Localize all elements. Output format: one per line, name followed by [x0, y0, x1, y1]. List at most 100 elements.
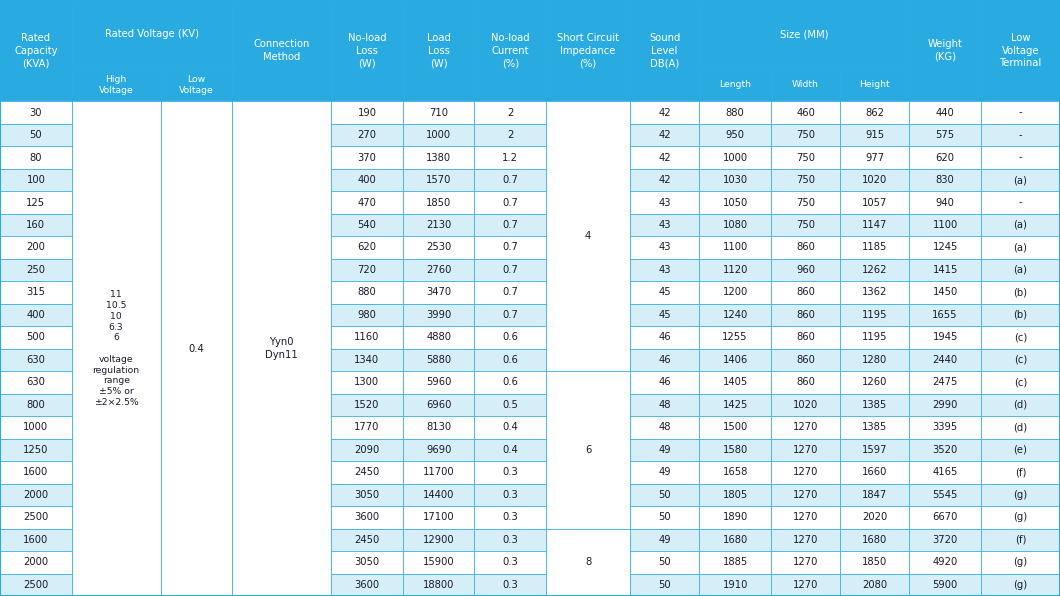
Text: 50: 50: [658, 513, 671, 522]
Bar: [700, 483, 771, 506]
Bar: [161, 483, 232, 506]
Bar: [331, 551, 403, 573]
Text: 1425: 1425: [723, 400, 747, 410]
Bar: [403, 349, 475, 371]
Text: 9690: 9690: [426, 445, 452, 455]
Bar: [980, 326, 1060, 349]
Text: 3990: 3990: [426, 310, 452, 320]
Bar: [232, 191, 331, 214]
Bar: [980, 371, 1060, 393]
Bar: [909, 349, 981, 371]
Bar: [161, 461, 232, 483]
Bar: [841, 236, 909, 259]
Text: 2090: 2090: [354, 445, 379, 455]
Bar: [630, 0, 700, 101]
Bar: [980, 439, 1060, 461]
Bar: [331, 259, 403, 281]
Bar: [232, 146, 331, 169]
Bar: [232, 326, 331, 349]
Text: 1057: 1057: [862, 197, 887, 207]
Bar: [771, 124, 841, 146]
Bar: [841, 169, 909, 191]
Text: 42: 42: [658, 153, 671, 163]
Bar: [475, 191, 546, 214]
Bar: [232, 573, 331, 596]
Text: 3050: 3050: [354, 490, 379, 500]
Bar: [0, 573, 72, 596]
Bar: [403, 461, 475, 483]
Bar: [403, 259, 475, 281]
Bar: [771, 214, 841, 236]
Text: 2530: 2530: [426, 243, 452, 253]
Bar: [331, 304, 403, 326]
Bar: [475, 483, 546, 506]
Text: 1000: 1000: [723, 153, 747, 163]
Bar: [546, 371, 630, 529]
Bar: [909, 101, 981, 124]
Bar: [630, 551, 700, 573]
Bar: [475, 169, 546, 191]
Bar: [475, 573, 546, 596]
Text: Size (MM): Size (MM): [780, 29, 829, 39]
Text: 1660: 1660: [862, 467, 887, 477]
Text: 6670: 6670: [933, 513, 958, 522]
Text: 860: 860: [796, 355, 815, 365]
Bar: [331, 191, 403, 214]
Bar: [232, 371, 331, 393]
Text: 1200: 1200: [723, 287, 747, 297]
Text: 1050: 1050: [723, 197, 747, 207]
Text: 15900: 15900: [423, 557, 455, 567]
Bar: [909, 236, 981, 259]
Bar: [771, 349, 841, 371]
Bar: [161, 439, 232, 461]
Text: Yyn0
Dyn11: Yyn0 Dyn11: [265, 337, 298, 360]
Bar: [700, 69, 771, 101]
Bar: [771, 304, 841, 326]
Bar: [700, 236, 771, 259]
Bar: [475, 236, 546, 259]
Text: 1450: 1450: [933, 287, 958, 297]
Text: 1655: 1655: [933, 310, 958, 320]
Text: 46: 46: [658, 355, 671, 365]
Text: 860: 860: [796, 243, 815, 253]
Bar: [700, 191, 771, 214]
Text: 860: 860: [796, 287, 815, 297]
Bar: [403, 506, 475, 529]
Bar: [909, 529, 981, 551]
Text: 880: 880: [726, 107, 744, 117]
Bar: [630, 461, 700, 483]
Bar: [700, 326, 771, 349]
Text: 6: 6: [585, 445, 591, 455]
Bar: [232, 349, 331, 371]
Text: 0.7: 0.7: [502, 265, 518, 275]
Text: 1270: 1270: [793, 445, 818, 455]
Text: 2475: 2475: [933, 377, 958, 387]
Text: 1.2: 1.2: [502, 153, 518, 163]
Text: 750: 750: [796, 220, 815, 230]
Text: 190: 190: [357, 107, 376, 117]
Bar: [0, 416, 72, 439]
Bar: [403, 304, 475, 326]
Bar: [980, 191, 1060, 214]
Bar: [546, 169, 630, 191]
Bar: [403, 124, 475, 146]
Text: Height: Height: [860, 80, 890, 89]
Text: 860: 860: [796, 333, 815, 343]
Bar: [331, 326, 403, 349]
Bar: [161, 371, 232, 393]
Bar: [475, 214, 546, 236]
Text: 1885: 1885: [723, 557, 747, 567]
Text: 42: 42: [658, 130, 671, 140]
Bar: [841, 191, 909, 214]
Text: 14400: 14400: [423, 490, 455, 500]
Bar: [0, 393, 72, 416]
Bar: [909, 169, 981, 191]
Bar: [232, 393, 331, 416]
Bar: [909, 573, 981, 596]
Bar: [546, 551, 630, 573]
Text: 3600: 3600: [354, 580, 379, 590]
Bar: [161, 69, 232, 101]
Bar: [771, 281, 841, 304]
Bar: [546, 124, 630, 146]
Bar: [630, 101, 700, 124]
